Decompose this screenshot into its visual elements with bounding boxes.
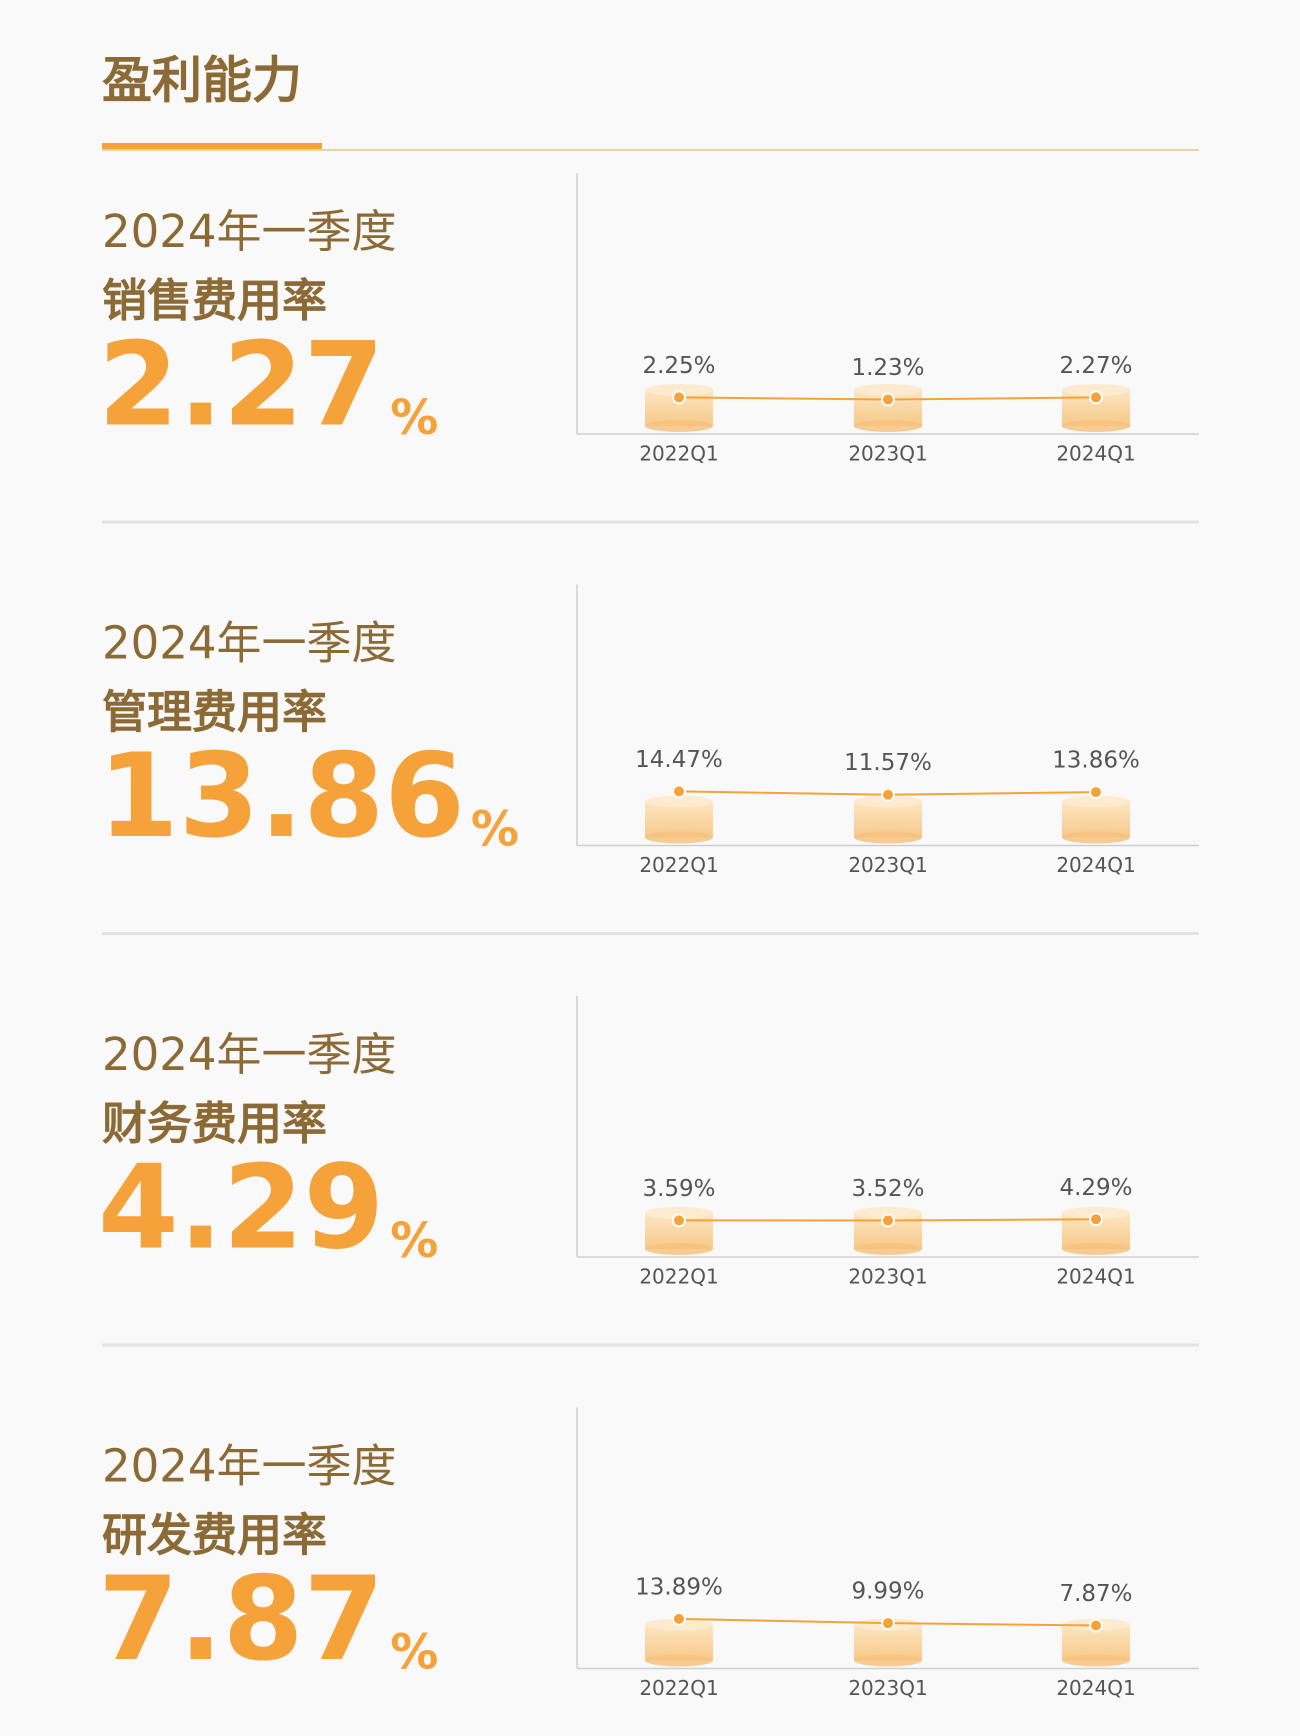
x-tick-label: 2022Q1 xyxy=(639,442,718,466)
bar-decoration-top xyxy=(645,795,713,808)
headline-unit: % xyxy=(390,390,438,446)
point xyxy=(881,392,895,407)
metric-name: 销售费用率 xyxy=(102,274,327,327)
metric-name: 研发费用率 xyxy=(102,1509,327,1562)
x-tick-label: 2024Q1 xyxy=(1056,1676,1135,1700)
bar-decoration-top xyxy=(645,1207,713,1219)
headline-value: 2.27 xyxy=(98,318,384,453)
value-label: 9.99% xyxy=(851,1579,924,1605)
x-tick-label: 2024Q1 xyxy=(1056,442,1135,466)
x-tick-label: 2023Q1 xyxy=(848,1265,927,1289)
bar-decoration-top xyxy=(1062,384,1130,396)
point xyxy=(672,784,686,799)
x-tick-label: 2023Q1 xyxy=(848,442,927,466)
bar-decoration-base xyxy=(854,1243,922,1255)
period: 2024年一季度 xyxy=(102,205,397,258)
x-tick-label: 2022Q1 xyxy=(639,1265,718,1289)
headline-unit: % xyxy=(390,1213,438,1269)
x-tick-label: 2023Q1 xyxy=(848,1676,927,1700)
value-label: 13.89% xyxy=(635,1574,723,1600)
point xyxy=(1089,390,1103,405)
point xyxy=(672,1611,686,1626)
headline-unit: % xyxy=(471,802,519,858)
period: 2024年一季度 xyxy=(102,617,397,670)
bar-decoration-base xyxy=(1062,1243,1130,1255)
bar-decoration-base xyxy=(854,420,922,432)
value-label: 7.87% xyxy=(1059,1581,1132,1607)
value-label: 3.52% xyxy=(851,1176,924,1202)
headline-value: 7.87 xyxy=(98,1552,384,1687)
value-label: 13.86% xyxy=(1052,748,1140,774)
bar-decoration-base xyxy=(854,831,922,844)
title-underline xyxy=(102,143,322,149)
x-tick-label: 2024Q1 xyxy=(1056,853,1135,877)
page-title: 盈利能力 xyxy=(102,52,302,110)
point xyxy=(672,390,686,405)
point xyxy=(881,787,895,802)
bar-decoration-top xyxy=(854,384,922,396)
point xyxy=(881,1213,895,1228)
x-tick-label: 2022Q1 xyxy=(639,1676,718,1700)
value-label: 14.47% xyxy=(635,747,723,773)
period: 2024年一季度 xyxy=(102,1028,397,1081)
value-label: 2.25% xyxy=(642,353,715,379)
value-label: 11.57% xyxy=(844,750,932,776)
value-label: 3.59% xyxy=(642,1176,715,1202)
point xyxy=(881,1616,895,1631)
metric-name: 管理费用率 xyxy=(102,686,327,739)
bar-decoration-base xyxy=(645,831,713,844)
bar-decoration-base xyxy=(1062,420,1130,432)
period: 2024年一季度 xyxy=(102,1440,397,1493)
point xyxy=(1089,1212,1103,1227)
point xyxy=(672,1213,686,1228)
metric-name: 财务费用率 xyxy=(102,1097,327,1150)
bar-decoration-top xyxy=(645,384,713,396)
bar-decoration-top xyxy=(1062,795,1130,808)
bar-decoration-base xyxy=(645,1243,713,1255)
headline-value: 4.29 xyxy=(98,1141,384,1276)
x-tick-label: 2024Q1 xyxy=(1056,1265,1135,1289)
x-tick-label: 2023Q1 xyxy=(848,853,927,877)
value-label: 4.29% xyxy=(1059,1175,1132,1201)
point xyxy=(1089,785,1103,800)
bar-decoration-base xyxy=(645,1654,713,1667)
value-label: 1.23% xyxy=(851,355,924,381)
bar-decoration-base xyxy=(1062,831,1130,844)
point xyxy=(1089,1618,1103,1633)
headline-value: 13.86 xyxy=(98,729,465,864)
bar-decoration-base xyxy=(854,1654,922,1667)
value-label: 2.27% xyxy=(1059,353,1132,379)
bar-decoration-top xyxy=(854,1207,922,1219)
headline-unit: % xyxy=(390,1625,438,1681)
bar-decoration-base xyxy=(645,420,713,432)
x-tick-label: 2022Q1 xyxy=(639,853,718,877)
bar-decoration-base xyxy=(1062,1654,1130,1667)
